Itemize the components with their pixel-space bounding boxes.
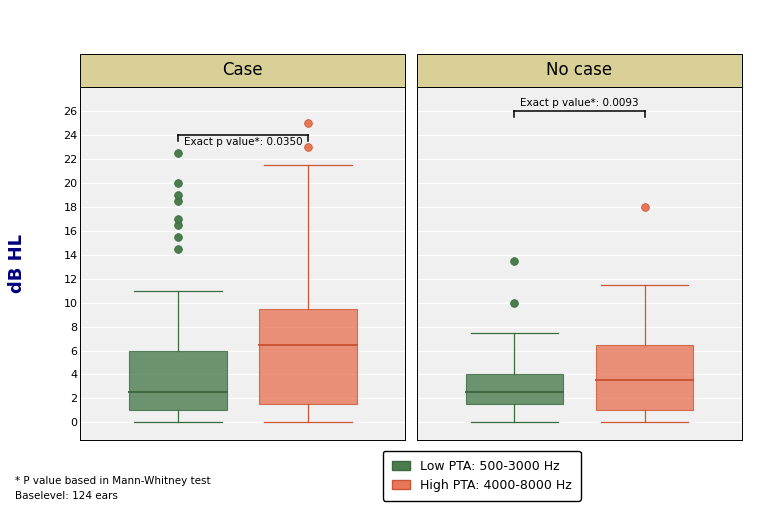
Text: No case: No case [546, 61, 613, 79]
Bar [259, 309, 356, 404]
Text: Case: Case [223, 61, 263, 79]
Bar [596, 345, 693, 411]
Text: * P value based in Mann-Whitney test: * P value based in Mann-Whitney test [15, 476, 211, 486]
Text: Exact p value*: 0.0350: Exact p value*: 0.0350 [184, 137, 302, 147]
Bar [466, 374, 563, 404]
Text: Exact p value*: 0.0093: Exact p value*: 0.0093 [520, 98, 639, 109]
Text: Baselevel: 124 ears: Baselevel: 124 ears [15, 491, 118, 501]
Text: dB HL: dB HL [8, 234, 26, 293]
Legend: Low PTA: 500-3000 Hz, High PTA: 4000-8000 Hz: Low PTA: 500-3000 Hz, High PTA: 4000-800… [383, 451, 581, 501]
Bar [129, 351, 226, 411]
